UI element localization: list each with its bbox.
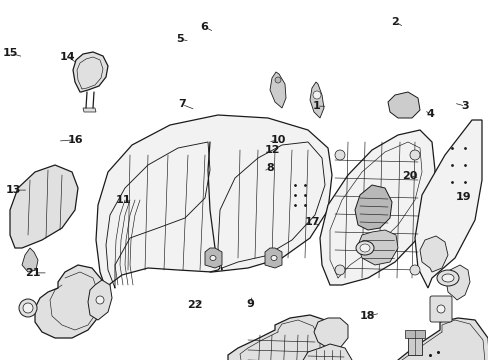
Text: 4: 4 [426,109,433,120]
Polygon shape [35,265,105,338]
Ellipse shape [359,244,369,252]
Polygon shape [227,315,329,360]
Circle shape [274,77,281,83]
Text: 6: 6 [200,22,208,32]
Polygon shape [319,130,434,285]
Polygon shape [302,344,351,360]
Text: 8: 8 [265,163,273,174]
Polygon shape [96,115,331,295]
Polygon shape [354,185,391,230]
Polygon shape [387,318,488,360]
Ellipse shape [441,274,453,282]
Polygon shape [357,230,397,265]
Text: 5: 5 [176,34,183,44]
Text: 1: 1 [312,101,320,111]
Text: 13: 13 [6,185,21,195]
Text: 19: 19 [455,192,470,202]
Ellipse shape [209,256,216,261]
Text: 15: 15 [3,48,19,58]
Text: 7: 7 [178,99,185,109]
Polygon shape [313,318,347,348]
Circle shape [334,265,345,275]
Polygon shape [88,280,112,320]
Polygon shape [419,236,447,272]
Circle shape [96,296,104,304]
Text: 3: 3 [461,101,468,111]
Bar [407,335,421,355]
Text: 21: 21 [25,268,41,278]
Text: 9: 9 [246,299,254,309]
Polygon shape [73,52,108,92]
Circle shape [23,303,33,313]
Text: 22: 22 [186,300,202,310]
FancyBboxPatch shape [429,296,451,322]
Text: 14: 14 [60,52,75,62]
Circle shape [312,91,320,99]
Text: 17: 17 [304,217,319,228]
Polygon shape [309,82,324,118]
Polygon shape [269,72,285,108]
Polygon shape [414,120,481,288]
Polygon shape [445,265,469,300]
Bar [404,330,424,338]
Polygon shape [22,248,38,272]
Circle shape [436,305,444,313]
Text: 16: 16 [68,135,83,145]
Polygon shape [10,165,78,248]
Circle shape [19,299,37,317]
Circle shape [409,265,419,275]
Text: 2: 2 [390,17,398,27]
Text: 20: 20 [401,171,417,181]
Circle shape [334,150,345,160]
Polygon shape [387,92,419,118]
Polygon shape [204,248,222,268]
Text: 18: 18 [359,311,375,321]
Text: 10: 10 [270,135,286,145]
Polygon shape [83,108,96,112]
Text: 12: 12 [264,145,280,156]
Ellipse shape [355,241,373,255]
Text: 11: 11 [115,195,131,205]
Ellipse shape [270,256,276,261]
Ellipse shape [436,270,458,286]
Polygon shape [264,248,282,268]
Circle shape [409,150,419,160]
